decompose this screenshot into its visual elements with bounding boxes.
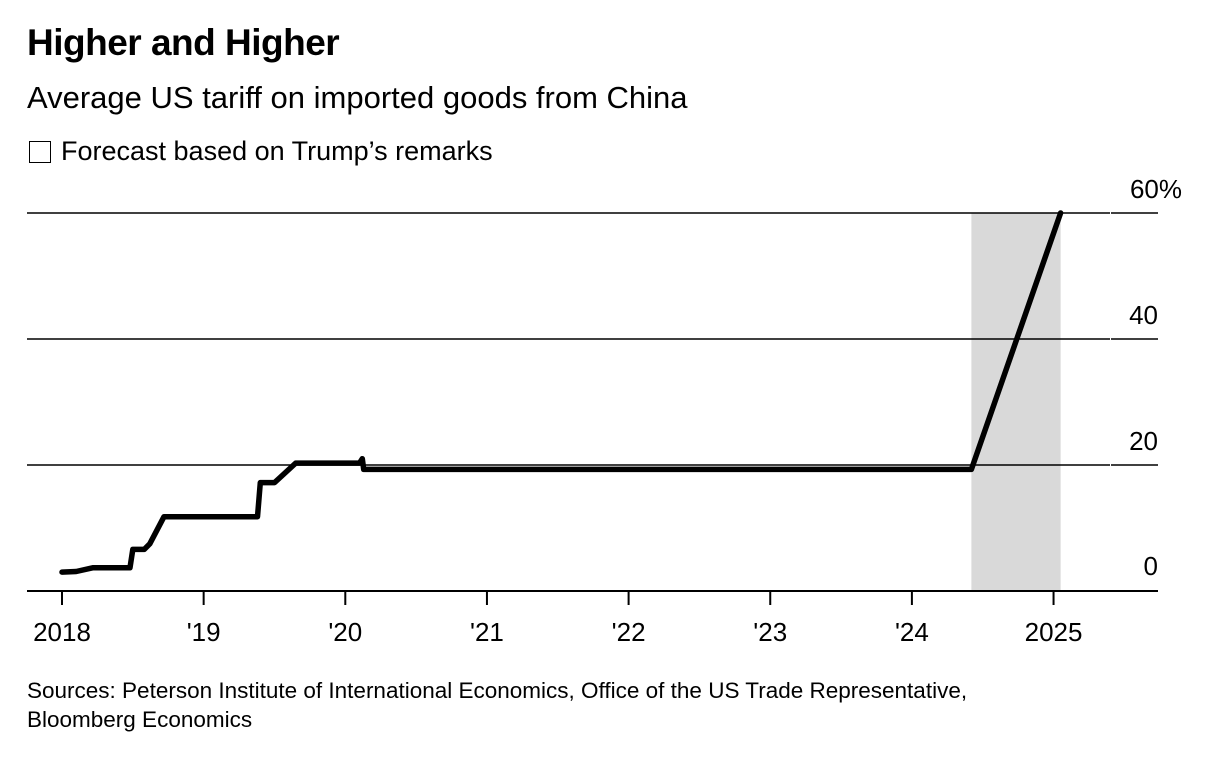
legend: Forecast based on Trump’s remarks xyxy=(29,136,493,167)
chart-subtitle: Average US tariff on imported goods from… xyxy=(27,80,688,115)
source-line-1: Sources: Peterson Institute of Internati… xyxy=(27,678,968,703)
x-tick-label-2020: '20 xyxy=(328,617,362,647)
x-tick-label-2019: '19 xyxy=(187,617,221,647)
source-line-2: Bloomberg Economics xyxy=(27,707,253,732)
x-tick-label-2024: '24 xyxy=(895,617,929,647)
x-tick-label-2022: '22 xyxy=(612,617,646,647)
x-tick-label-2023: '23 xyxy=(753,617,787,647)
legend-forecast-label: Forecast based on Trump’s remarks xyxy=(61,136,493,166)
y-tick-label-40: 40 xyxy=(1129,300,1158,330)
source-note: Sources: Peterson Institute of Internati… xyxy=(27,676,1177,734)
x-tick-label-2021: '21 xyxy=(470,617,504,647)
y-tick-label-0: 0 xyxy=(1144,551,1158,581)
x-tick-label-2025: 2025 xyxy=(1025,617,1083,647)
legend-forecast-swatch xyxy=(29,140,51,163)
chart-title: Higher and Higher xyxy=(27,22,340,63)
y-tick-label-20: 20 xyxy=(1129,426,1158,456)
x-tick-label-2018: 2018 xyxy=(33,617,91,647)
y-tick-label-60: 60% xyxy=(1130,174,1182,204)
series-line-0 xyxy=(59,210,1064,575)
forecast-band xyxy=(971,213,1061,591)
